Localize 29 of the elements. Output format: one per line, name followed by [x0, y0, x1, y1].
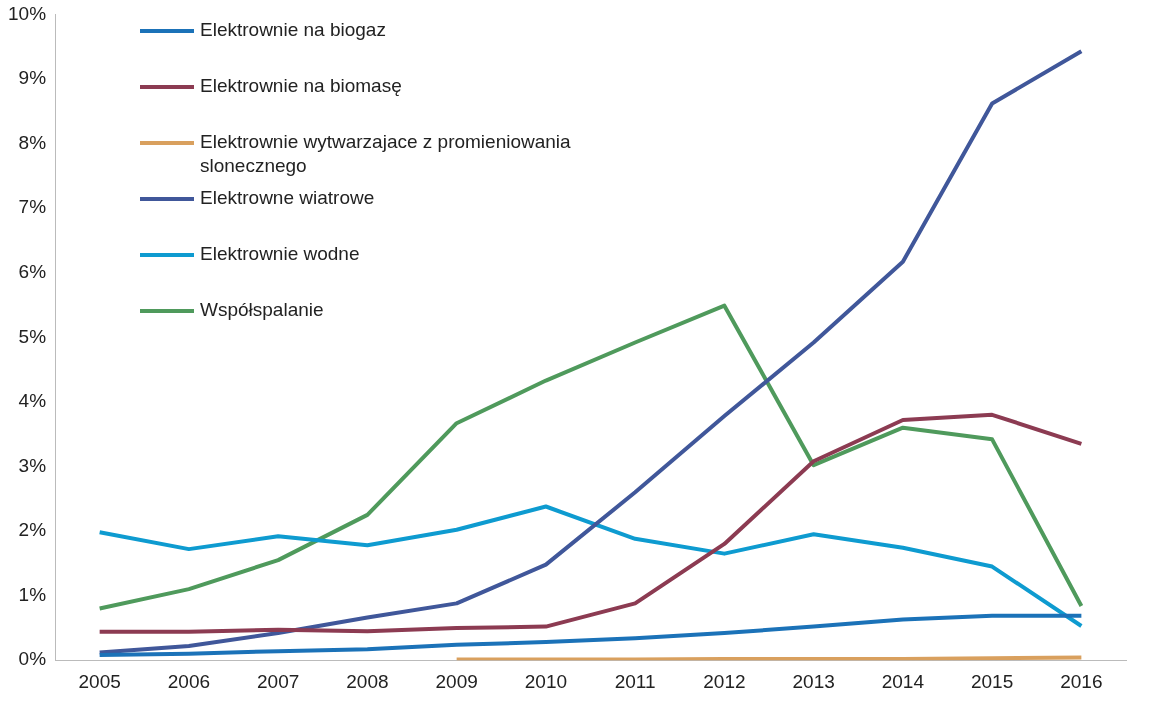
x-tick-label: 2013 [792, 670, 835, 692]
x-tick-label: 2010 [524, 670, 568, 692]
x-tick-label: 2006 [167, 670, 211, 692]
x-tick-label: 2008 [346, 670, 389, 692]
legend-label: Współspalanie [200, 298, 324, 322]
y-tick-label: 10% [8, 2, 47, 24]
y-tick-label: 2% [18, 519, 47, 541]
legend-label: Elektrowne wiatrowe [200, 186, 375, 210]
x-tick-label: 2016 [1060, 670, 1103, 692]
x-tick-label: 2011 [614, 670, 656, 692]
legend-label: Elektrownie wytwarzajace z promieniowania slonecznego [200, 130, 572, 178]
y-tick-label: 9% [18, 67, 47, 89]
legend-label: Elektrownie na biomasę [200, 74, 402, 98]
x-tick-label: 2007 [257, 670, 300, 692]
y-tick-label: 3% [18, 454, 47, 476]
x-tick-label: 2014 [881, 670, 925, 692]
x-tick-label: 2012 [703, 670, 746, 692]
y-tick-label: 1% [18, 583, 47, 605]
y-tick-label: 0% [18, 648, 47, 670]
x-tick-label: 2015 [970, 670, 1014, 692]
y-tick-label: 5% [18, 325, 47, 347]
y-tick-label: 8% [18, 131, 47, 153]
x-tick-label: 2009 [435, 670, 478, 692]
y-tick-label: 7% [18, 196, 47, 218]
y-tick-label: 6% [18, 260, 47, 282]
x-tick-label: 2005 [78, 670, 121, 692]
legend-label: Elektrownie na biogaz [200, 18, 386, 42]
y-tick-label: 4% [18, 390, 47, 412]
legend-label: Elektrownie wodne [200, 242, 360, 266]
